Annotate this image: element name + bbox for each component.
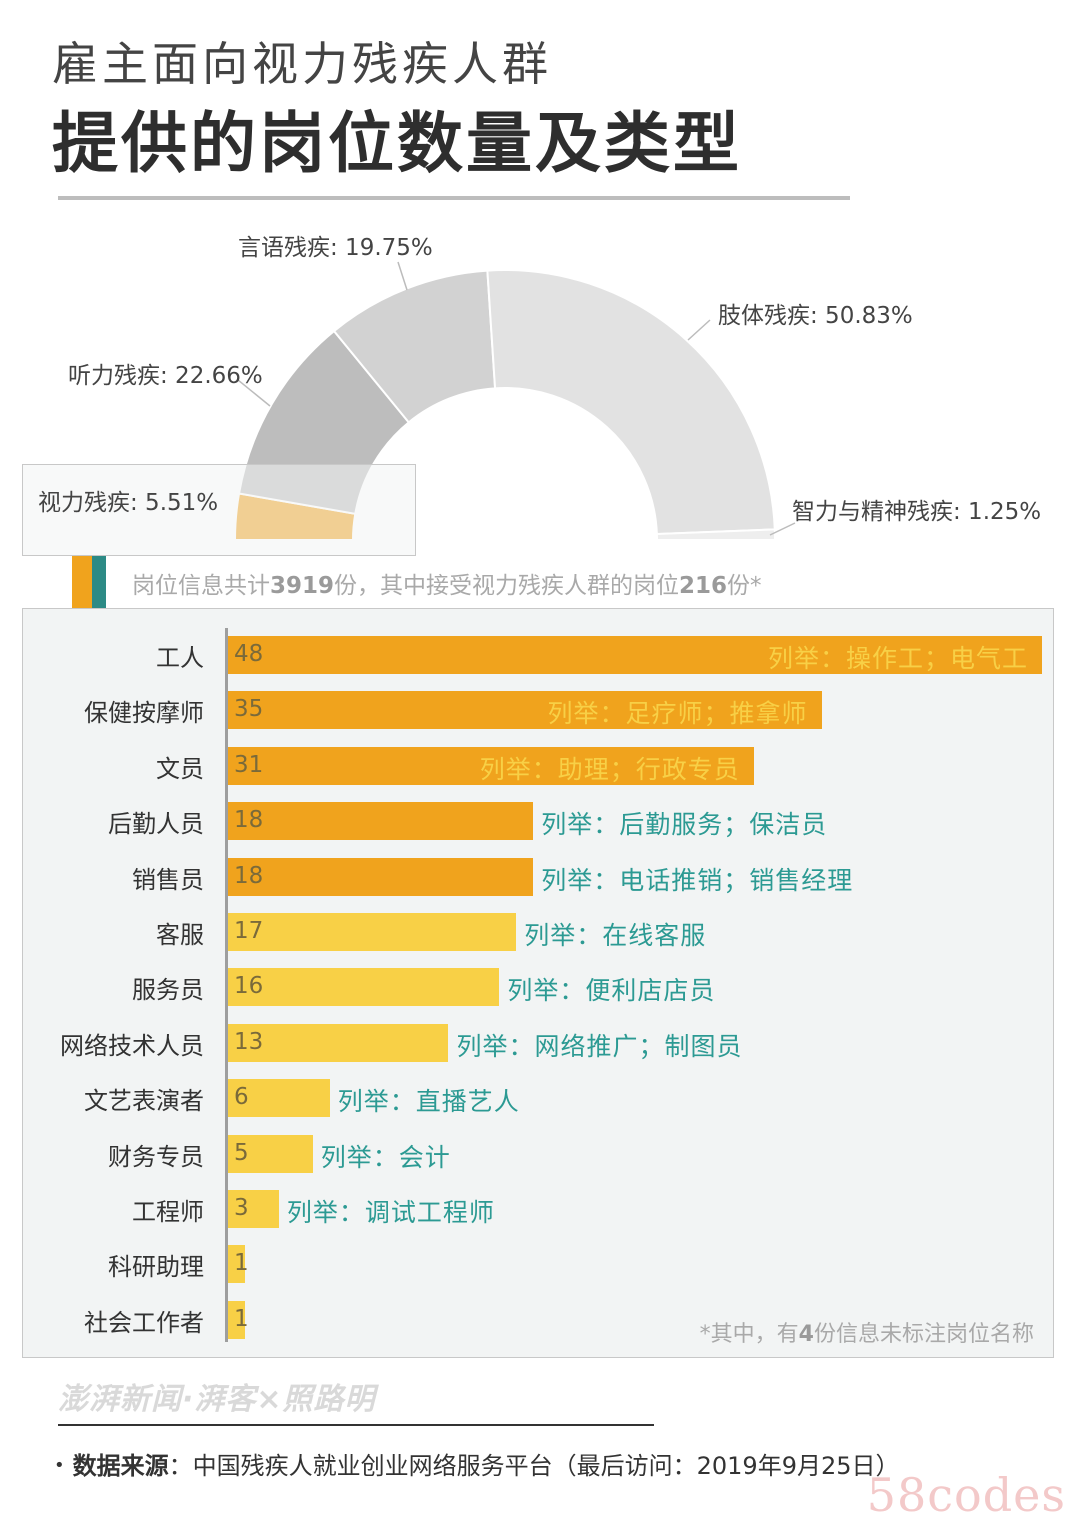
bar-example-label: 列举：操作工；电气工 [767, 644, 1028, 673]
bar-value-label: 1 [234, 1250, 249, 1277]
bar-value-label: 48 [234, 641, 264, 667]
category-label: 销售员 [132, 865, 204, 894]
category-label: 文艺表演者 [84, 1087, 204, 1116]
data-source: • 数据来源：中国残疾人就业创业网络服务平台（最后访问：2019年9月25日） [54, 1446, 900, 1481]
category-label: 工程师 [132, 1198, 204, 1226]
donut-label-hearing: 听力残疾: 22.66% [68, 363, 263, 389]
bar-value-label: 1 [234, 1305, 249, 1332]
chart-title: 提供的岗位数量及类型 [52, 105, 742, 182]
bar [228, 1300, 245, 1339]
bar-value-label: 16 [234, 973, 264, 1000]
bar-value-label: 18 [234, 862, 264, 889]
summary-prefix: 岗位信息共计 [132, 573, 270, 599]
footnote-prefix: *其中，有 [699, 1322, 799, 1347]
bar-example-label: 列举：直播艺人 [337, 1087, 520, 1117]
leader-line-speech [397, 261, 408, 291]
category-label: 文员 [156, 754, 204, 783]
category-label: 社会工作者 [84, 1308, 204, 1337]
bar-value-label: 6 [234, 1084, 249, 1111]
source-bullet: • [54, 1455, 65, 1476]
bar-example-label: 列举：调试工程师 [286, 1198, 495, 1227]
bar [228, 802, 534, 841]
bar-example-label: 列举：足疗师；推拿师 [547, 699, 808, 729]
bar [228, 1190, 279, 1228]
title-divider [58, 196, 850, 200]
bar [228, 913, 517, 951]
bar-example-label: 列举：在线客服 [524, 921, 707, 950]
summary-suffix: 份* [727, 573, 762, 599]
summary-mid: 份，其中接受视力残疾人群的岗位 [334, 573, 680, 599]
summary-total: 3919 [270, 573, 335, 599]
bar-value-label: 5 [234, 1139, 249, 1166]
donut-label-limb: 肢体残疾: 50.83% [718, 303, 913, 329]
bar-example-label: 列举：网络推广；制图员 [456, 1031, 743, 1061]
watermark: 58codes [866, 1468, 1066, 1522]
donut-label-mental: 智力与精神残疾: 1.25% [792, 499, 1042, 525]
source-label: 数据来源 [72, 1452, 169, 1480]
leader-line-limb [687, 319, 711, 341]
bar [228, 1134, 313, 1173]
bar-example-label: 列举：助理；行政专员 [479, 754, 740, 784]
bar [228, 968, 500, 1007]
bar [228, 857, 534, 896]
category-label: 服务员 [132, 976, 204, 1005]
donut-segment-limb [486, 269, 776, 536]
summary-text: 岗位信息共计3919份，其中接受视力残疾人群的岗位216份* [132, 566, 762, 600]
summary-count: 216 [679, 573, 728, 599]
source-text: ：中国残疾人就业创业网络服务平台（最后访问：2019年9月25日） [168, 1452, 900, 1480]
bar [228, 1079, 330, 1118]
bar [228, 1245, 245, 1284]
chart-subtitle: 雇主面向视力残疾人群 [52, 37, 552, 91]
category-label: 后勤人员 [108, 810, 204, 839]
category-label: 财务专员 [108, 1142, 204, 1171]
bar-value-label: 35 [234, 696, 264, 723]
category-label: 保健按摩师 [84, 699, 204, 728]
bar [228, 636, 1042, 674]
brand-credit: 澎湃新闻·湃客×照路明 [58, 1382, 376, 1417]
vision-highlight-box [22, 464, 416, 556]
bar-value-label: 31 [234, 751, 264, 778]
bar-value-label: 13 [234, 1028, 264, 1055]
bar-value-label: 17 [234, 918, 264, 944]
bar-example-label: 列举：电话推销；销售经理 [541, 865, 854, 895]
category-label: 网络技术人员 [60, 1031, 204, 1060]
bar [228, 746, 754, 785]
donut-label-vision: 视力残疾: 5.51% [38, 490, 219, 516]
footnote-suffix: 份信息未标注岗位名称 [813, 1322, 1034, 1347]
leader-line-hearing [237, 379, 271, 407]
bar-example-label: 列举：便利店店员 [507, 976, 716, 1006]
donut-label-speech: 言语残疾: 19.75% [238, 235, 433, 261]
brand-divider [58, 1424, 654, 1426]
bar [228, 1023, 449, 1062]
category-label: 工人 [156, 644, 204, 672]
bar-example-label: 列举：后勤服务；保洁员 [541, 810, 828, 840]
bar-chart-panel [22, 608, 1054, 1358]
category-label: 客服 [156, 921, 204, 949]
footnote: *其中，有4份信息未标注岗位名称 [700, 1316, 1034, 1348]
leader-line-mental [769, 522, 796, 536]
bar-value-label: 18 [234, 807, 264, 834]
category-label: 科研助理 [108, 1253, 204, 1282]
bar-value-label: 3 [234, 1195, 249, 1221]
bar-axis-line [225, 628, 228, 1342]
bar-example-label: 列举：会计 [320, 1142, 451, 1172]
footnote-number: 4 [798, 1322, 814, 1347]
bar [228, 691, 822, 730]
